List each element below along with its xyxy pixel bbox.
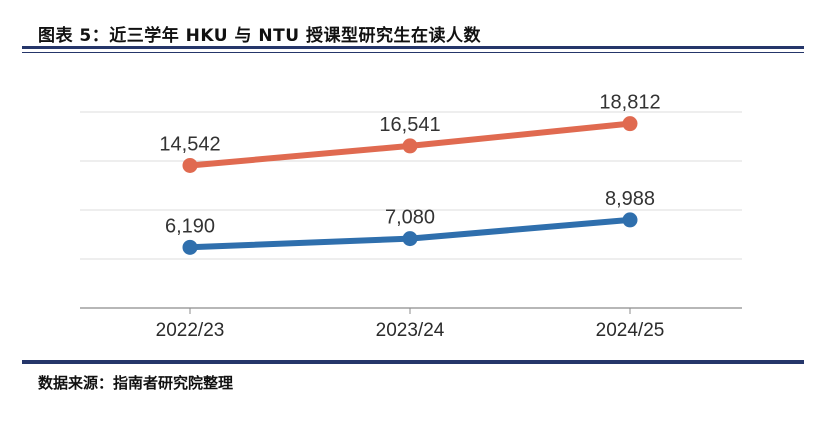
data-label: 8,988 [605, 188, 655, 210]
data-point [622, 116, 638, 132]
line-chart: 2022/23 2023/24 2024/25 14,542 16,541 18,812… [80, 92, 742, 341]
x-axis: 2022/23 2023/24 2024/25 [80, 307, 742, 341]
data-label: 16,541 [379, 114, 440, 136]
data-label: 6,190 [165, 215, 215, 237]
data-point [402, 231, 418, 247]
x-tick-label: 2022/23 [156, 320, 225, 341]
title-rule-thick [22, 46, 804, 49]
x-tick-label: 2023/24 [376, 320, 445, 341]
data-point [622, 212, 638, 228]
series-layer [182, 116, 638, 255]
figure-title: 图表 5：近三学年 HKU 与 NTU 授课型研究生在读人数 [38, 26, 481, 46]
data-point [182, 157, 198, 173]
source-note: 数据来源：指南者研究院整理 [38, 374, 234, 392]
data-label: 14,542 [159, 133, 220, 155]
data-point [402, 138, 418, 154]
footer-rule [22, 360, 804, 364]
data-labels: 14,542 16,541 18,812 6,190 7,080 8,988 [159, 92, 660, 238]
data-point [182, 239, 198, 255]
title-rule-thin [22, 52, 804, 53]
data-label: 18,812 [599, 92, 660, 114]
x-tick-label: 2024/25 [596, 320, 665, 341]
data-label: 7,080 [385, 207, 435, 229]
